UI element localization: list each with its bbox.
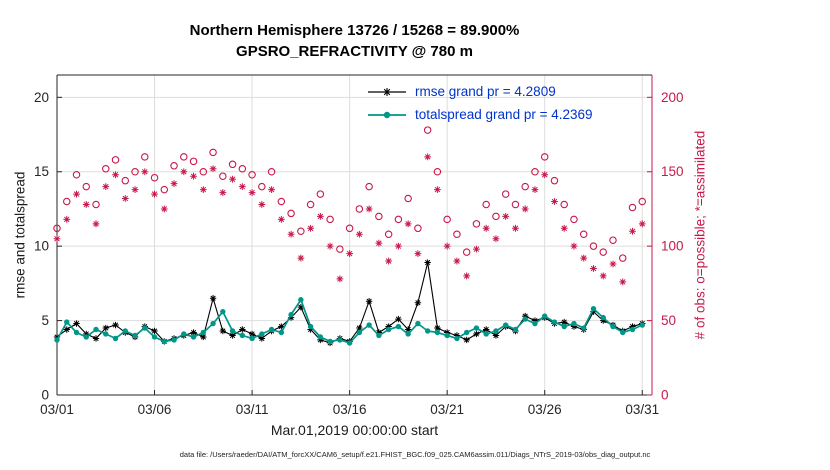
legend-totalspread-label: totalspread grand pr = 4.2369 bbox=[415, 107, 593, 122]
svg-text:03/16: 03/16 bbox=[333, 402, 367, 417]
svg-text:0: 0 bbox=[661, 388, 669, 403]
svg-text:150: 150 bbox=[661, 164, 684, 179]
svg-text:10: 10 bbox=[34, 239, 49, 254]
y-axis-label-right: # of obs: o=possible; *=assimilated bbox=[692, 130, 708, 340]
svg-text:03/11: 03/11 bbox=[236, 402, 269, 417]
svg-text:0: 0 bbox=[41, 388, 49, 403]
svg-text:03/01: 03/01 bbox=[40, 402, 74, 417]
svg-text:100: 100 bbox=[661, 239, 684, 254]
svg-text:50: 50 bbox=[661, 313, 676, 328]
chart-title: Northern Hemisphere 13726 / 15268 = 89.9… bbox=[189, 22, 520, 39]
chart-subtitle: GPSRO_REFRACTIVITY @ 780 m bbox=[236, 43, 473, 60]
svg-text:03/21: 03/21 bbox=[430, 402, 464, 417]
svg-text:5: 5 bbox=[41, 313, 49, 328]
svg-text:03/26: 03/26 bbox=[528, 402, 562, 417]
legend: rmse grand pr = 4.2809 totalspread grand… bbox=[366, 80, 593, 126]
datafile-caption: data file: /Users/raeder/DAI/ATM_forcXX/… bbox=[179, 450, 651, 459]
legend-totalspread-marker-icon bbox=[368, 111, 406, 118]
legend-rmse-label: rmse grand pr = 4.2809 bbox=[415, 84, 556, 99]
y-axis-label-left: rmse and totalspread bbox=[12, 171, 28, 299]
svg-text:200: 200 bbox=[661, 90, 684, 105]
legend-rmse-marker-icon bbox=[368, 87, 406, 96]
svg-text:03/06: 03/06 bbox=[138, 402, 172, 417]
legend-entry-totalspread: totalspread grand pr = 4.2369 bbox=[366, 103, 593, 126]
svg-text:15: 15 bbox=[34, 164, 49, 179]
svg-text:20: 20 bbox=[34, 90, 49, 105]
x-axis-label: Mar.01,2019 00:00:00 start bbox=[270, 422, 439, 438]
legend-entry-rmse: rmse grand pr = 4.2809 bbox=[366, 80, 593, 103]
svg-text:03/31: 03/31 bbox=[625, 402, 659, 417]
